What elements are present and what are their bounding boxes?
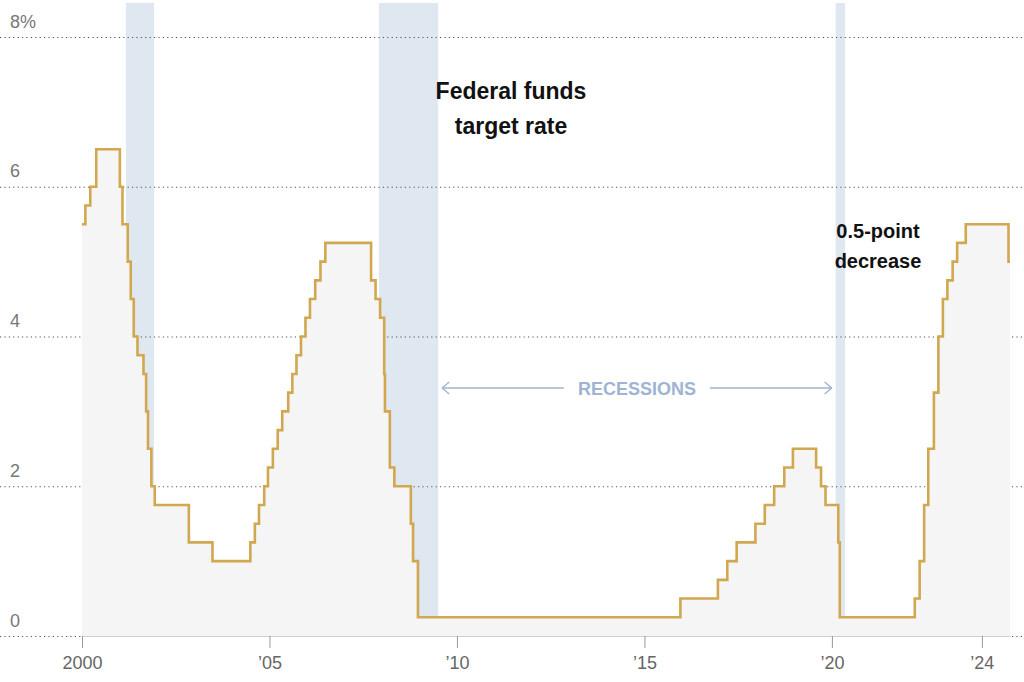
- x-tick-mark: [982, 636, 983, 648]
- y-tick: 4: [0, 311, 1024, 337]
- x-tick-mark: [457, 636, 458, 648]
- grid-line: [0, 337, 1024, 338]
- x-tick-label: ’24: [970, 653, 994, 673]
- y-tick-label: 0: [10, 611, 20, 631]
- x-tick: 2000: [62, 636, 102, 673]
- x-tick-label: 2000: [62, 653, 102, 673]
- x-tick: ’20: [820, 636, 844, 673]
- rate-area: [82, 149, 1010, 636]
- recession-arrows: [442, 382, 831, 394]
- y-axis: 0 2 4 6 8%: [0, 12, 1024, 637]
- x-tick-label: ’20: [820, 653, 844, 673]
- x-tick-label: ’15: [633, 653, 657, 673]
- grid-line: [0, 37, 1024, 38]
- arrow-line: [442, 387, 564, 388]
- grid-line: [0, 636, 1024, 637]
- annotation: RECESSIONS: [578, 379, 696, 399]
- title: Federal fundstarget rate: [436, 78, 587, 139]
- x-tick: ’05: [258, 636, 282, 673]
- rate-line: [82, 149, 1010, 617]
- x-tick-mark: [82, 636, 83, 648]
- x-tick: ’24: [970, 636, 994, 673]
- x-axis-line: [83, 636, 1011, 637]
- x-tick-label: ’05: [258, 653, 282, 673]
- x-tick-mark: [644, 636, 645, 648]
- y-tick: 6: [0, 161, 1024, 187]
- x-tick-label: ’10: [445, 653, 469, 673]
- x-tick-mark: [832, 636, 833, 648]
- annotation: 0.5-pointdecrease: [835, 220, 922, 272]
- y-tick-label: 8%: [10, 12, 36, 32]
- x-tick: ’10: [445, 636, 469, 673]
- arrow-head: [825, 382, 832, 394]
- grid-line: [0, 187, 1024, 188]
- x-tick-mark: [269, 636, 270, 648]
- y-tick-label: 2: [10, 461, 20, 481]
- arrow-head: [442, 382, 449, 394]
- y-tick: 2: [0, 461, 1024, 487]
- y-tick-label: 6: [10, 161, 20, 181]
- chart: 0 2 4 6 8% 2000 ’05 ’10 ’15 ’20 ’24 Federal fundsta…: [0, 0, 1024, 682]
- plot-area: [82, 149, 1010, 636]
- x-tick: ’15: [633, 636, 657, 673]
- recession-bands: [126, 3, 845, 636]
- y-tick: 8%: [0, 12, 1024, 38]
- x-axis: 2000 ’05 ’10 ’15 ’20 ’24: [62, 636, 1010, 673]
- arrow-line: [710, 387, 832, 388]
- y-tick-label: 4: [10, 311, 20, 331]
